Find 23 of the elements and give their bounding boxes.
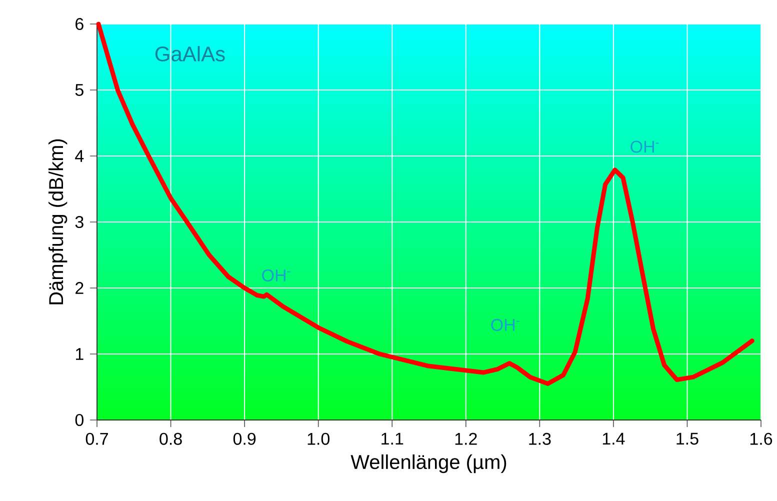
x-tick-label: 1.2 [455,432,477,445]
x-tick-label: 1.1 [382,432,404,445]
x-tick-label: 1.5 [676,432,698,445]
y-tick-label: 6 [76,18,84,30]
y-tick-label: 2 [76,282,84,294]
y-tick-label: 5 [75,84,84,96]
y-axis-title: Dämpfung (dB/km) [48,139,68,304]
x-tick-label: 1.6 [750,432,772,445]
y-tick-label: 1 [76,348,84,360]
x-axis-title: Wellenlänge (µm) [350,454,506,474]
annotation: OH$^{-}$ [630,140,659,153]
x-tick-label: 1.0 [308,432,330,445]
y-tick-label: 4 [75,150,84,162]
x-tick-label: 0.9 [233,432,256,445]
x-tick-label: 0.8 [160,432,182,445]
annotation: OH$^{-}$ [262,269,290,282]
x-tick-label: 1.4 [602,432,625,445]
x-tick-label: 1.3 [529,432,551,445]
annotation: OH$^{-}$ [491,318,520,331]
x-tick-label: 0.7 [86,432,108,445]
y-tick-label: 0 [75,414,84,426]
line-series [96,22,754,386]
y-tick-label: 3 [75,216,84,228]
